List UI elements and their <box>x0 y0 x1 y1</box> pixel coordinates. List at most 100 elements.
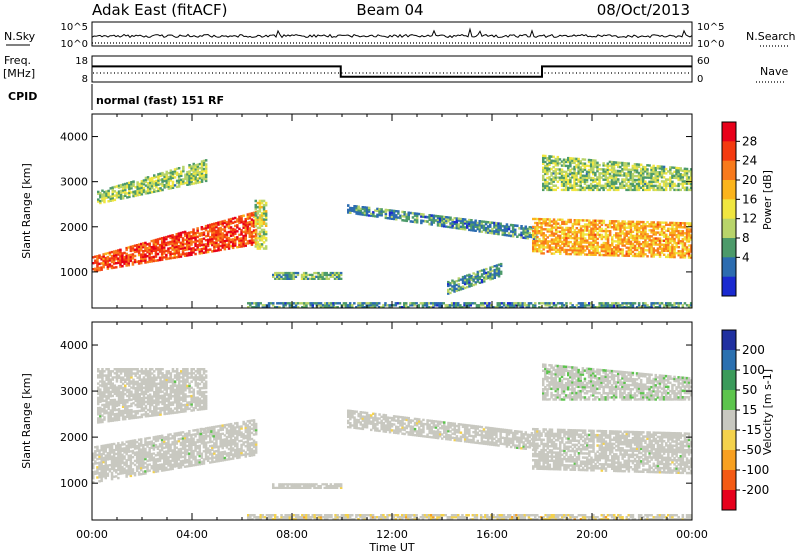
scatter-cell-7 <box>542 186 545 190</box>
scatter-cell-3 <box>278 271 281 275</box>
scatter-cell-6 <box>683 256 687 259</box>
scatter-cell-7 <box>685 176 689 179</box>
scatter-cell-0 <box>217 425 220 428</box>
scatter-cell-8 <box>473 302 477 305</box>
scatter-cell-0 <box>171 443 174 446</box>
scatter-cell-7 <box>664 172 668 175</box>
scatter-cell-0 <box>110 264 114 268</box>
scatter-cell-0 <box>246 229 250 233</box>
scatter-cell-6 <box>648 237 651 240</box>
scatter-cell-6 <box>608 248 612 251</box>
scatter-cell-4 <box>390 211 394 214</box>
scatter-cell-8 <box>525 304 529 307</box>
scatter-cell-5 <box>463 275 467 278</box>
scatter-cell-6 <box>638 226 641 230</box>
scatter-cell-4 <box>480 226 484 229</box>
scatter-cell-8 <box>425 306 429 309</box>
scatter-cell-0 <box>158 437 162 440</box>
scatter-cell-7 <box>571 157 574 160</box>
scatter-cell-5 <box>495 270 499 273</box>
scatter-cell-0 <box>194 248 197 252</box>
scatter-cell-4 <box>478 224 481 227</box>
scatter-cell-7 <box>569 184 572 188</box>
nave-label: Nave <box>760 65 788 78</box>
scatter-cell-6 <box>638 228 641 232</box>
scatter-cell-2 <box>262 220 266 223</box>
scatter-cell-8 <box>303 302 306 305</box>
scatter-cell-7 <box>585 164 589 167</box>
scatter-cell-5 <box>472 278 475 281</box>
scatter-cell-6 <box>532 233 535 237</box>
scatter-cell-1 <box>113 194 117 197</box>
scatter-cell-1 <box>115 196 119 199</box>
scatter-cell-6 <box>671 239 674 243</box>
scatter-cell-0 <box>152 456 156 459</box>
scatter-cell-7 <box>544 182 547 186</box>
scatter-cell-0 <box>190 439 193 443</box>
scatter-cell-7 <box>646 176 649 179</box>
scatter-cell-7 <box>554 157 557 161</box>
scatter-cell-4 <box>530 235 534 239</box>
scatter-cell-1 <box>119 184 123 187</box>
scatter-cell-1 <box>157 189 160 193</box>
scatter-cell-0 <box>156 240 160 243</box>
scatter-cell-4 <box>526 235 530 238</box>
scatter-cell-0 <box>154 470 158 473</box>
scatter-cell-6 <box>588 253 591 256</box>
scatter-cell-6 <box>671 221 674 225</box>
scatter-cell-7 <box>552 176 555 179</box>
scatter-cell-4 <box>474 223 477 226</box>
scatter-cell-0 <box>221 459 224 462</box>
scatter-cell-0 <box>186 452 189 456</box>
scatter-cell-6 <box>592 239 595 242</box>
scatter-cell-0 <box>146 443 149 446</box>
scatter-cell-5 <box>491 265 494 269</box>
scatter-cell-6 <box>642 230 645 234</box>
scatter-cell-0 <box>148 260 151 263</box>
scatter-cell-8 <box>588 304 591 307</box>
scatter-cell-0 <box>133 453 137 456</box>
scatter-cell-6 <box>556 218 560 221</box>
scatter-cell-0 <box>217 437 220 440</box>
scatter-cell-2 <box>260 224 264 227</box>
scatter-cell-0 <box>209 436 212 440</box>
scatter-cell-0 <box>231 229 235 233</box>
scatter-cell-0 <box>125 475 128 478</box>
scatter-cell-1 <box>157 175 160 178</box>
scatter-cell-7 <box>662 182 666 185</box>
scatter-cell-7 <box>571 171 574 175</box>
scatter-cell-0 <box>142 462 145 465</box>
scatter-cell-4 <box>486 231 490 234</box>
scatter-cell-6 <box>544 238 547 241</box>
scatter-cell-5 <box>459 278 463 281</box>
scatter-cell-0 <box>213 247 216 251</box>
scatter-cell-4 <box>405 219 408 223</box>
scatter-cell-1 <box>196 163 200 166</box>
scatter-cell-5 <box>457 277 461 280</box>
scatter-cell-0 <box>221 451 224 454</box>
scatter-cell-8 <box>276 302 279 305</box>
scatter-cell-0 <box>196 440 199 444</box>
scatter-cell-0 <box>108 443 112 446</box>
scatter-cell-4 <box>463 218 467 221</box>
scatter-cell-8 <box>644 302 647 305</box>
scatter-cell-0 <box>190 448 193 451</box>
scatter-cell-0 <box>104 462 107 465</box>
scatter-cell-4 <box>405 213 408 216</box>
scatter-cell-7 <box>689 188 693 192</box>
scatter-cell-6 <box>563 250 566 254</box>
scatter-cell-0 <box>112 459 116 462</box>
scatter-cell-0 <box>119 447 122 451</box>
scatter-cell-0 <box>190 442 193 445</box>
scatter-cell-6 <box>652 227 655 230</box>
scatter-cell-1 <box>136 191 139 195</box>
scatter-cell-1 <box>151 180 154 184</box>
scatter-cell-0 <box>123 463 126 466</box>
scatter-cell-6 <box>552 222 556 225</box>
scatter-cell-0 <box>102 475 105 478</box>
scatter-cell-6 <box>594 237 597 240</box>
scatter-cell-7 <box>677 169 680 172</box>
scatter-cell-0 <box>150 442 153 445</box>
scatter-cell-1 <box>171 184 175 188</box>
scatter-cell-7 <box>683 182 687 185</box>
